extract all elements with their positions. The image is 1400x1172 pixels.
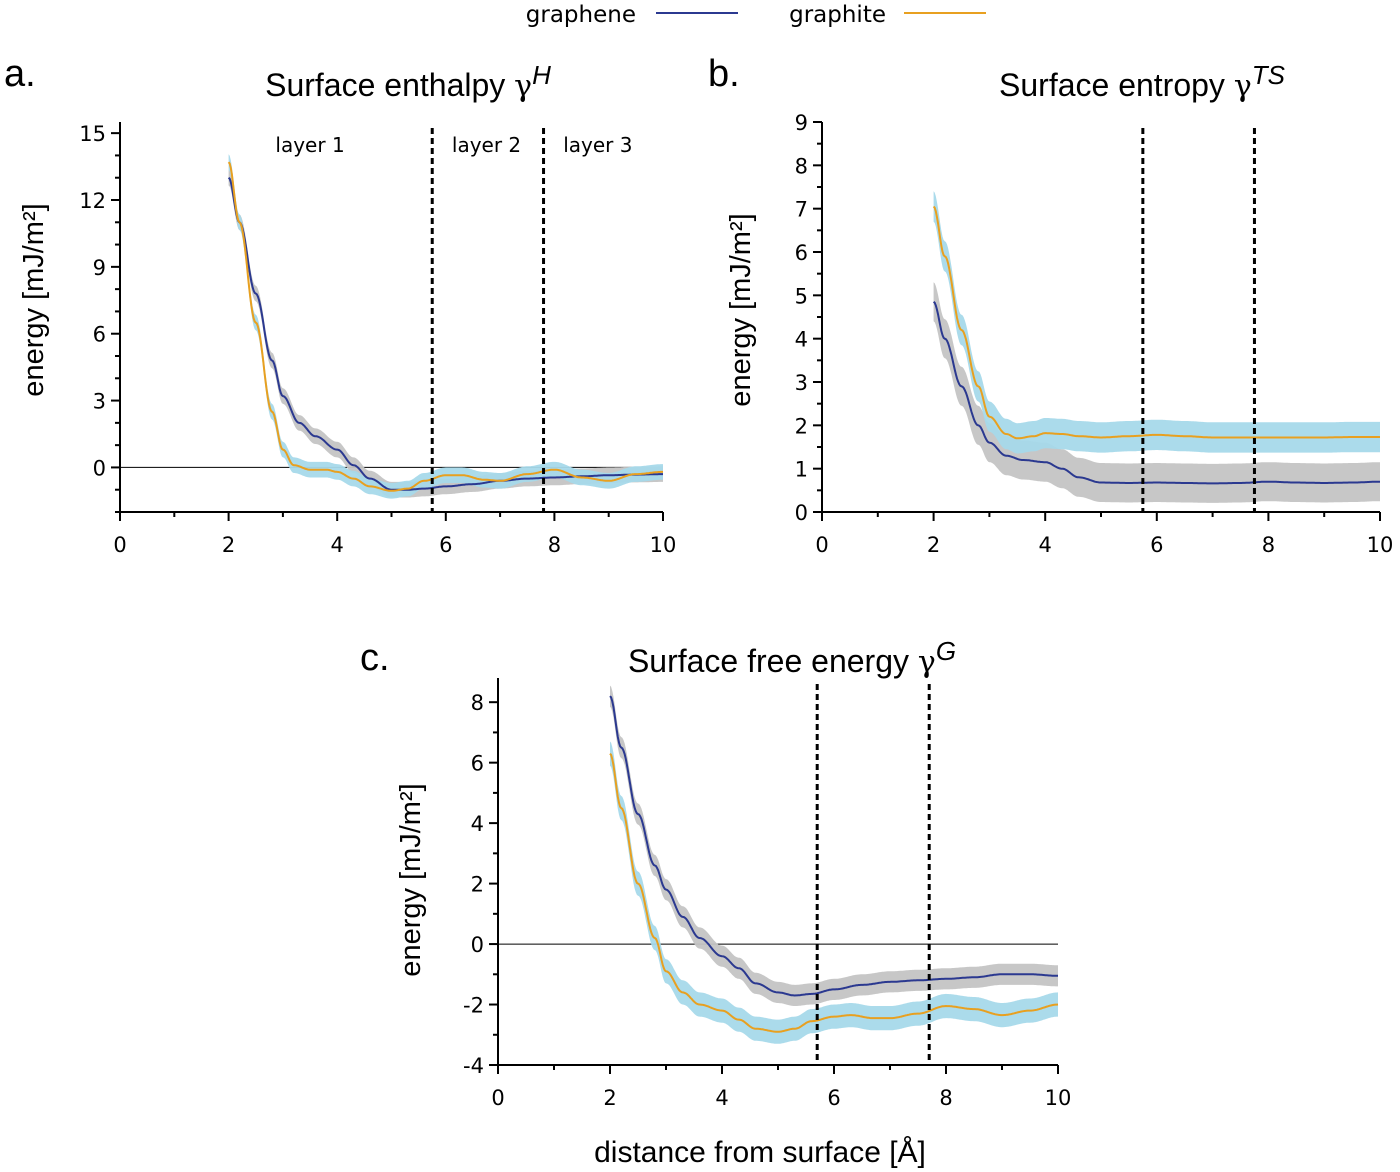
panel-b-x-tick-label: 10 <box>1367 533 1394 557</box>
panel-c-y-tick-label: -4 <box>463 1054 484 1078</box>
panel-c-x-tick-label: 4 <box>715 1086 728 1110</box>
panel-b-plot: 0 2 4 6 8 10 0 1 2 3 4 5 6 7 8 9 <box>795 111 1394 557</box>
panel-c-title-sup: G <box>936 636 956 666</box>
panel-b-y-tick-label: 3 <box>795 371 808 395</box>
panel-a-x-tick-label: 8 <box>548 533 561 557</box>
panel-b-y-tick-label: 6 <box>795 241 808 265</box>
panel-b-x-tick-label: 2 <box>927 533 940 557</box>
panel-c-x-tick-label: 6 <box>827 1086 840 1110</box>
panel-a-layer-label: layer 1 <box>275 133 344 157</box>
panel-a-title-gamma: γ <box>514 69 532 104</box>
panel-b-y-tick-label: 7 <box>795 198 808 222</box>
legend: graphene graphite <box>526 2 986 28</box>
panel-c-letter: c. <box>360 637 390 679</box>
panel-c-title-gamma: γ <box>918 645 936 680</box>
panel-b-x-tick-label: 8 <box>1262 533 1275 557</box>
panel-a-y-tick-label: 6 <box>93 323 106 347</box>
panel-b-y-tick-label: 9 <box>795 111 808 135</box>
panel-b-y-tick-label: 1 <box>795 458 808 482</box>
panel-c-plot: 0 2 4 6 8 10 -4 -2 0 2 4 6 8 <box>463 678 1071 1110</box>
panel-c-xlabel: distance from surface [Å] <box>594 1136 926 1169</box>
panel-c-x-tick-label: 2 <box>603 1086 616 1110</box>
panel-a-y-tick-label: 3 <box>93 390 106 414</box>
panel-a-layer-label: layer 3 <box>563 133 632 157</box>
panel-c-y-tick-label: 6 <box>471 752 484 776</box>
panel-b-x-tick-label: 0 <box>815 533 828 557</box>
panel-a-letter: a. <box>4 53 36 95</box>
panel-a-y-tick-label: 9 <box>93 256 106 280</box>
panel-c-free-energy: c. Surface free energy γG energy [mJ/m²]… <box>360 636 1071 1169</box>
panel-c-y-tick-label: -2 <box>463 994 484 1018</box>
panel-c-graphene-line <box>609 695 1058 997</box>
panel-a-x-tick-label: 4 <box>331 533 344 557</box>
panel-b-y-tick-label: 4 <box>795 328 808 352</box>
legend-graphene-label: graphene <box>526 2 636 28</box>
panel-a-graphite-band <box>228 154 663 499</box>
panel-a-title-sup: H <box>532 60 551 90</box>
panel-a-graphene-line <box>227 176 663 491</box>
panel-c-graphite-line <box>609 752 1059 1033</box>
panel-a-y-tick-label: 12 <box>79 189 106 213</box>
panel-c-y-tick-label: 8 <box>471 691 484 715</box>
panel-c-x-tick-label: 10 <box>1045 1086 1072 1110</box>
panel-c-x-tick-label: 8 <box>939 1086 952 1110</box>
panel-c-y-tick-label: 2 <box>471 873 484 897</box>
panel-b-ylabel: energy [mJ/m²] <box>725 213 757 406</box>
panel-a-ylabel: energy [mJ/m²] <box>18 203 50 396</box>
panel-b-x-tick-label: 4 <box>1039 533 1052 557</box>
panel-a-x-tick-label: 10 <box>650 533 677 557</box>
panel-b-title: Surface entropy γTS <box>999 60 1286 104</box>
panel-c-ylabel: energy [mJ/m²] <box>395 783 427 976</box>
panel-c-title: Surface free energy γG <box>628 636 956 680</box>
panel-b-letter: b. <box>708 53 740 95</box>
panel-a-graphene-band <box>228 169 663 498</box>
panel-b-title-text: Surface entropy <box>999 67 1234 103</box>
panel-b-y-tick-label: 8 <box>795 154 808 178</box>
panel-b-y-tick-label: 2 <box>795 414 808 438</box>
panel-b-y-tick-label: 0 <box>795 501 808 525</box>
panel-a-x-tick-label: 2 <box>222 533 235 557</box>
panel-b-title-sup: TS <box>1252 60 1286 90</box>
panel-c-y-tick-label: 4 <box>471 812 484 836</box>
panel-a-x-tick-label: 6 <box>439 533 452 557</box>
panel-a-y-tick-label: 0 <box>93 456 106 480</box>
panel-b-graphene-band <box>933 282 1380 503</box>
legend-graphite-label: graphite <box>789 2 886 28</box>
panel-a-y-tick-label: 15 <box>79 122 106 146</box>
panel-a-plot: layer 1 layer 2 layer 3 0 2 4 6 8 10 0 3 6 9 12 15 <box>79 122 676 557</box>
panel-c-graphene-band <box>610 685 1058 1006</box>
panel-a-title-text: Surface enthalpy <box>265 67 514 103</box>
panel-a-layer-label: layer 2 <box>452 133 521 157</box>
panel-a-enthalpy: a. Surface enthalpy γH energy [mJ/m²] la… <box>4 53 676 557</box>
panel-b-graphite-line <box>932 205 1380 440</box>
panel-a-graphite-line <box>227 161 663 492</box>
panel-c-x-tick-label: 0 <box>491 1086 504 1110</box>
panel-b-entropy: b. Surface entropy γTS energy [mJ/m²] 0 2… <box>708 53 1393 557</box>
panel-b-title-gamma: γ <box>1234 69 1252 104</box>
panel-b-graphite-band <box>933 191 1380 454</box>
panel-a-title: Surface enthalpy γH <box>265 60 551 104</box>
panel-c-title-text: Surface free energy <box>628 643 918 679</box>
panel-b-y-tick-label: 5 <box>795 284 808 308</box>
panel-b-graphene-line <box>932 301 1380 485</box>
panel-b-x-tick-label: 6 <box>1150 533 1163 557</box>
panel-a-x-tick-label: 0 <box>113 533 126 557</box>
panel-c-y-tick-label: 0 <box>471 933 484 957</box>
